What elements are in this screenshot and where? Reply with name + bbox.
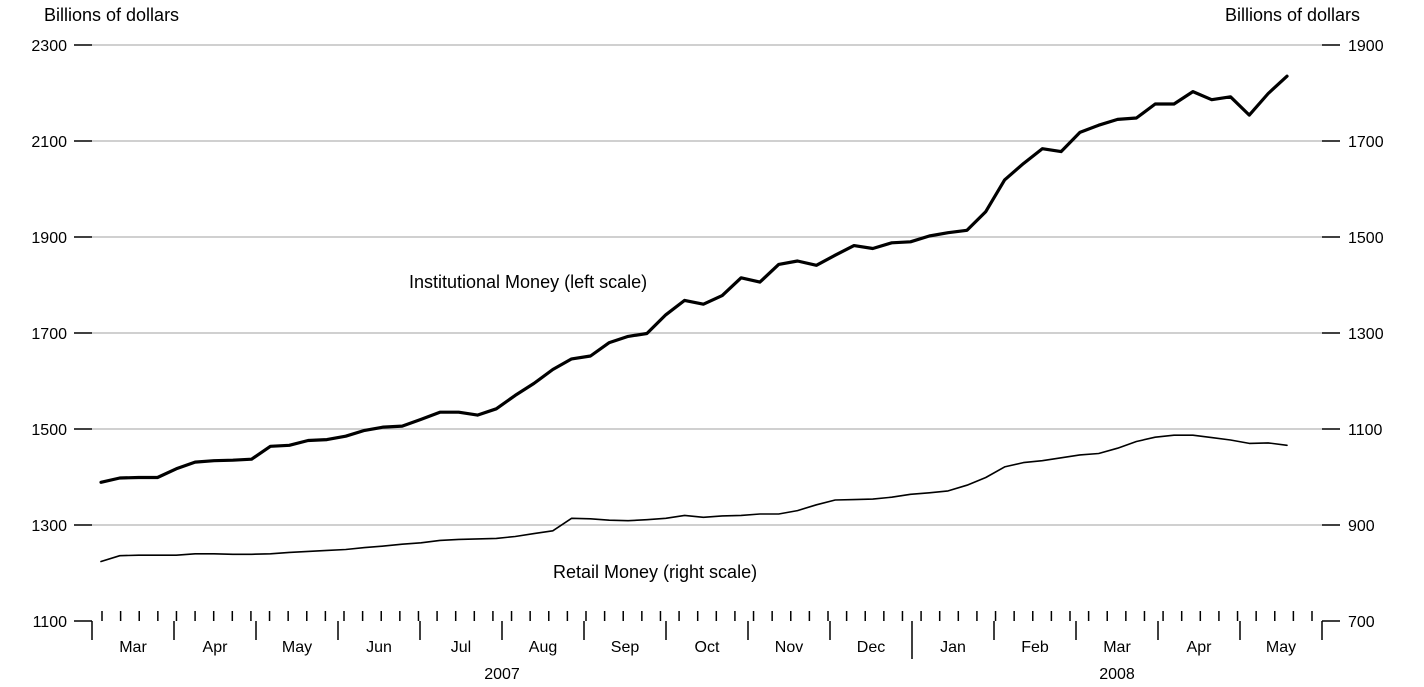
month-label: Aug bbox=[529, 639, 557, 656]
month-label: Sep bbox=[611, 639, 640, 656]
month-label: Apr bbox=[203, 639, 229, 656]
month-label: Jun bbox=[366, 639, 392, 656]
retail-money-line bbox=[100, 434, 1288, 563]
month-label: Mar bbox=[1103, 639, 1131, 656]
right-tick-label: 1500 bbox=[1348, 230, 1384, 247]
month-label: Feb bbox=[1021, 639, 1049, 656]
left-tick-label: 2300 bbox=[31, 38, 67, 55]
month-label: Jul bbox=[451, 639, 471, 656]
left-tick-label: 2100 bbox=[31, 134, 67, 151]
left-tick-label: 1500 bbox=[31, 422, 67, 439]
gridlines bbox=[92, 44, 1322, 526]
month-label: May bbox=[1266, 639, 1296, 656]
right-axis-unit: Billions of dollars bbox=[1224, 5, 1360, 25]
month-label: Mar bbox=[119, 639, 147, 656]
right-tick-label: 1100 bbox=[1348, 422, 1383, 439]
year-label: 2007 bbox=[484, 666, 520, 683]
month-label: Jan bbox=[940, 639, 966, 656]
month-label: May bbox=[282, 639, 312, 656]
institutional-money-line bbox=[99, 74, 1289, 484]
left-axis: 1100 1300 1500 1700 1900 2100 2300 bbox=[31, 38, 92, 631]
right-tick-label: 700 bbox=[1348, 614, 1375, 631]
right-tick-label: 1900 bbox=[1348, 38, 1384, 55]
month-label: Nov bbox=[775, 639, 803, 656]
institutional-money-label: Institutional Money (left scale) bbox=[409, 272, 647, 292]
right-tick-label: 1300 bbox=[1348, 326, 1384, 343]
right-tick-label: 900 bbox=[1348, 518, 1375, 535]
left-tick-label: 1300 bbox=[31, 518, 67, 535]
month-label: Dec bbox=[857, 639, 885, 656]
year-label: 2008 bbox=[1099, 666, 1135, 683]
month-label: Apr bbox=[1187, 639, 1213, 656]
right-axis: 700 900 1100 1300 1500 1700 1900 bbox=[1322, 38, 1384, 631]
retail-money-label: Retail Money (right scale) bbox=[553, 562, 757, 582]
right-tick-label: 1700 bbox=[1348, 134, 1384, 151]
month-label: Oct bbox=[695, 639, 720, 656]
series-lines bbox=[99, 74, 1289, 563]
left-axis-unit: Billions of dollars bbox=[44, 5, 180, 25]
x-axis: Mar Apr May Jun Jul Aug Sep Oct Nov Dec Jan Feb Mar A… bbox=[91, 611, 1323, 683]
left-tick-label: 1900 bbox=[31, 230, 67, 247]
left-tick-label: 1700 bbox=[31, 326, 67, 343]
left-tick-label: 1100 bbox=[33, 614, 68, 631]
